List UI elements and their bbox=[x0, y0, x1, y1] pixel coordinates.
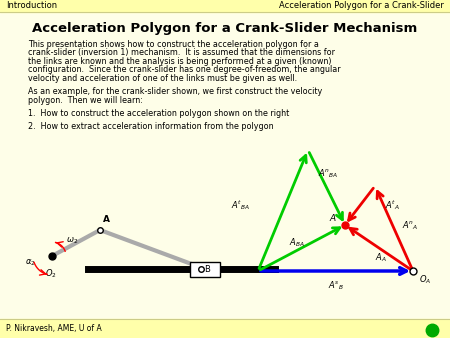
Text: P. Nikravesh, AME, U of A: P. Nikravesh, AME, U of A bbox=[6, 324, 102, 334]
Text: $A_A$: $A_A$ bbox=[375, 252, 387, 265]
Text: crank-slider (inversion 1) mechanism.  It is assumed that the dimensions for: crank-slider (inversion 1) mechanism. It… bbox=[28, 48, 335, 57]
Text: Introduction: Introduction bbox=[6, 1, 57, 10]
Text: $A$: $A$ bbox=[329, 212, 337, 223]
Text: $A^t{}_A$: $A^t{}_A$ bbox=[385, 198, 400, 213]
Text: $O_2$: $O_2$ bbox=[45, 267, 57, 280]
Bar bbox=[0, 0, 450, 12]
Text: $O_A$: $O_A$ bbox=[419, 273, 431, 286]
Text: $A^s{}_B$: $A^s{}_B$ bbox=[328, 280, 343, 292]
Text: polygon.  Then we will learn:: polygon. Then we will learn: bbox=[28, 96, 143, 105]
Text: $\alpha_2$: $\alpha_2$ bbox=[25, 258, 36, 268]
Text: Acceleration Polygon for a Crank-Slider: Acceleration Polygon for a Crank-Slider bbox=[279, 1, 444, 10]
Text: A: A bbox=[103, 215, 110, 224]
Text: B: B bbox=[204, 265, 210, 273]
Text: This presentation shows how to construct the acceleration polygon for a: This presentation shows how to construct… bbox=[28, 40, 319, 49]
Text: $A^n{}_A$: $A^n{}_A$ bbox=[402, 219, 419, 232]
Text: $\omega_2$: $\omega_2$ bbox=[66, 236, 78, 246]
Text: Acceleration Polygon for a Crank-Slider Mechanism: Acceleration Polygon for a Crank-Slider … bbox=[32, 22, 418, 35]
Text: configuration.  Since the crank-slider has one degree-of-freedom, the angular: configuration. Since the crank-slider ha… bbox=[28, 66, 341, 74]
Text: 2.  How to extract acceleration information from the polygon: 2. How to extract acceleration informati… bbox=[28, 122, 274, 131]
Text: $A^t{}_{BA}$: $A^t{}_{BA}$ bbox=[231, 198, 250, 213]
Text: velocity and acceleration of one of the links must be given as well.: velocity and acceleration of one of the … bbox=[28, 74, 297, 83]
Text: 1.  How to construct the acceleration polygon shown on the right: 1. How to construct the acceleration pol… bbox=[28, 110, 289, 119]
Text: As an example, for the crank-slider shown, we first construct the velocity: As an example, for the crank-slider show… bbox=[28, 88, 322, 97]
Text: the links are known and the analysis is being performed at a given (known): the links are known and the analysis is … bbox=[28, 57, 332, 66]
Text: $A^n{}_{BA}$: $A^n{}_{BA}$ bbox=[318, 167, 339, 179]
Bar bbox=[0, 319, 450, 338]
FancyBboxPatch shape bbox=[190, 262, 220, 276]
Text: $A_{BA}$: $A_{BA}$ bbox=[288, 237, 304, 249]
